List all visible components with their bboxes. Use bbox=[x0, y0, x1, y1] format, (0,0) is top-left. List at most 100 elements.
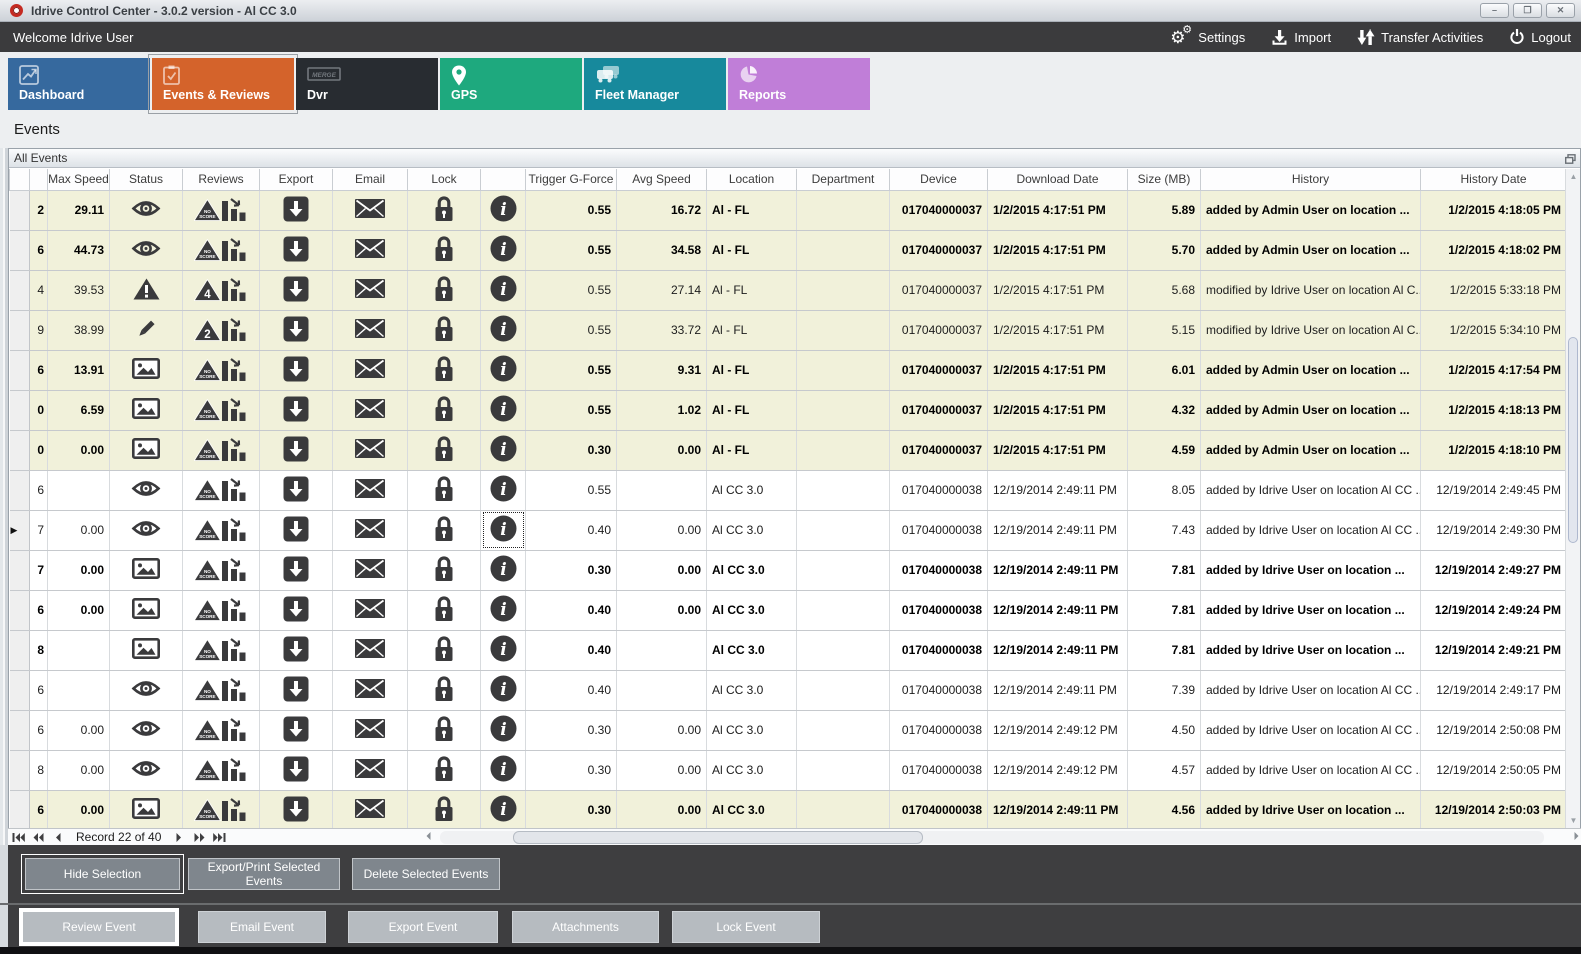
cell-export[interactable] bbox=[259, 310, 333, 351]
tab-fleet-manager[interactable]: Fleet Manager bbox=[584, 58, 726, 110]
cell-email[interactable] bbox=[332, 550, 408, 591]
cell-email[interactable] bbox=[332, 630, 408, 671]
delete-selected-button[interactable]: Delete Selected Events bbox=[352, 858, 500, 890]
cell-reviews[interactable]: 4 bbox=[182, 270, 260, 311]
event-row[interactable]: 8 NO SCORE i 0.40 Al CC 3.0 017040000038 12/19/… bbox=[9, 630, 1565, 671]
event-row[interactable]: 0 6.59 NO SCORE i 0.55 1.02 Al - FL 017040000037… bbox=[9, 390, 1565, 431]
cell-export[interactable] bbox=[259, 270, 333, 311]
event-row[interactable]: 7 0.00 NO SCORE i 0.30 0.00 Al CC 3.0 0170400000… bbox=[9, 550, 1565, 591]
horizontal-scroll-thumb[interactable] bbox=[513, 831, 923, 844]
cell-lock[interactable] bbox=[407, 430, 481, 471]
cell-reviews[interactable]: NO SCORE bbox=[182, 230, 260, 271]
cell-reviews[interactable]: NO SCORE bbox=[182, 350, 260, 391]
event-row[interactable]: 9 38.99 2 i 0.55 33.72 Al - FL 017040000037 1/2/… bbox=[9, 310, 1565, 351]
cell-export[interactable] bbox=[259, 230, 333, 271]
event-row[interactable]: 6 0.00 NO SCORE i 0.40 0.00 Al CC 3.0 0170400000… bbox=[9, 590, 1565, 631]
cell-export[interactable] bbox=[259, 510, 333, 551]
column-header-device[interactable]: Device bbox=[889, 169, 988, 191]
cell-reviews[interactable]: NO SCORE bbox=[182, 710, 260, 751]
minimize-button[interactable]: – bbox=[1480, 3, 1509, 18]
tab-gps[interactable]: GPS bbox=[440, 58, 582, 110]
next-record-button[interactable] bbox=[169, 829, 189, 845]
cell-email[interactable] bbox=[332, 510, 408, 551]
event-row[interactable]: 4 39.53 4 i 0.55 27.14 Al - FL 017040000037 1/2/… bbox=[9, 270, 1565, 311]
column-header-email[interactable]: Email bbox=[332, 169, 408, 191]
hscroll-right-icon[interactable] bbox=[1574, 831, 1579, 843]
tab-reports[interactable]: Reports bbox=[728, 58, 870, 110]
hscroll-left-icon[interactable] bbox=[426, 831, 431, 843]
column-header-history[interactable]: History bbox=[1200, 169, 1421, 191]
cell-email[interactable] bbox=[332, 350, 408, 391]
cell-info[interactable]: i bbox=[480, 750, 526, 791]
cell-info[interactable]: i bbox=[480, 550, 526, 591]
cell-info[interactable]: i bbox=[480, 350, 526, 391]
cell-lock[interactable] bbox=[407, 710, 481, 751]
column-header-trigger-g-force[interactable]: Trigger G-Force bbox=[525, 169, 617, 191]
cell-export[interactable] bbox=[259, 470, 333, 511]
column-header-location[interactable]: Location bbox=[706, 169, 797, 191]
cell-reviews[interactable]: NO SCORE bbox=[182, 790, 260, 828]
cell-info[interactable]: i bbox=[480, 470, 526, 511]
cell-info[interactable]: i bbox=[480, 310, 526, 351]
tab-events-reviews[interactable]: Events & Reviews bbox=[148, 54, 298, 114]
column-header-department[interactable]: Department bbox=[796, 169, 890, 191]
scroll-up-icon[interactable]: ▲ bbox=[1569, 172, 1578, 181]
column-header-max-speed[interactable]: Max Speed bbox=[47, 169, 110, 191]
export-event-button[interactable]: Export Event bbox=[348, 911, 498, 943]
cell-email[interactable] bbox=[332, 430, 408, 471]
cell-reviews[interactable]: NO SCORE bbox=[182, 590, 260, 631]
column-header-info[interactable] bbox=[480, 169, 526, 191]
cell-lock[interactable] bbox=[407, 630, 481, 671]
cell-lock[interactable] bbox=[407, 230, 481, 271]
transfer-action[interactable]: Transfer Activities bbox=[1357, 28, 1483, 46]
cell-export[interactable] bbox=[259, 550, 333, 591]
last-record-button[interactable] bbox=[209, 829, 229, 845]
cell-export[interactable] bbox=[259, 190, 333, 231]
email-event-button[interactable]: Email Event bbox=[198, 911, 326, 943]
column-header-download-date[interactable]: Download Date bbox=[987, 169, 1128, 191]
cell-email[interactable] bbox=[332, 390, 408, 431]
cell-email[interactable] bbox=[332, 670, 408, 711]
cell-export[interactable] bbox=[259, 350, 333, 391]
event-row[interactable]: 6 NO SCORE i 0.55 Al CC 3.0 017040000038 12/19/… bbox=[9, 470, 1565, 511]
cell-export[interactable] bbox=[259, 790, 333, 828]
cell-reviews[interactable]: NO SCORE bbox=[182, 470, 260, 511]
maximize-button[interactable]: ❒ bbox=[1513, 3, 1542, 18]
event-row[interactable]: 0 0.00 NO SCORE i 0.30 0.00 Al - FL 017040000037… bbox=[9, 430, 1565, 471]
cell-info[interactable]: i bbox=[480, 390, 526, 431]
cell-export[interactable] bbox=[259, 710, 333, 751]
cell-lock[interactable] bbox=[407, 510, 481, 551]
cell-info[interactable]: i bbox=[480, 230, 526, 271]
tab-dashboard[interactable]: Dashboard bbox=[8, 58, 150, 110]
cell-lock[interactable] bbox=[407, 350, 481, 391]
event-row[interactable]: 2 29.11 NO SCORE i 0.55 16.72 Al - FL 0170400000… bbox=[9, 190, 1565, 231]
lock-event-button[interactable]: Lock Event bbox=[672, 911, 820, 943]
cell-info[interactable]: i bbox=[480, 630, 526, 671]
cell-email[interactable] bbox=[332, 710, 408, 751]
cell-lock[interactable] bbox=[407, 550, 481, 591]
event-row[interactable]: 6 NO SCORE i 0.40 Al CC 3.0 017040000038 12/19/… bbox=[9, 670, 1565, 711]
column-header-size-mb[interactable]: Size (MB) bbox=[1127, 169, 1201, 191]
export-print-selected-button[interactable]: Export/Print Selected Events bbox=[188, 858, 340, 890]
cell-email[interactable] bbox=[332, 230, 408, 271]
attachments-button[interactable]: Attachments bbox=[512, 911, 659, 943]
cell-lock[interactable] bbox=[407, 470, 481, 511]
vertical-scrollbar[interactable]: ▲ ▼ bbox=[1565, 169, 1580, 828]
close-button[interactable]: ✕ bbox=[1546, 3, 1575, 18]
tab-dvr[interactable]: MERGE Dvr bbox=[296, 58, 438, 110]
cell-reviews[interactable]: NO SCORE bbox=[182, 430, 260, 471]
cell-email[interactable] bbox=[332, 270, 408, 311]
settings-action[interactable]: ⚙ ⚙ Settings bbox=[1170, 25, 1245, 47]
cell-info[interactable]: i bbox=[480, 670, 526, 711]
event-row[interactable]: 6 13.91 NO SCORE i 0.55 9.31 Al - FL 01704000003… bbox=[9, 350, 1565, 391]
cell-info[interactable]: i bbox=[480, 590, 526, 631]
cell-export[interactable] bbox=[259, 750, 333, 791]
fast-next-button[interactable] bbox=[189, 829, 209, 845]
cell-email[interactable] bbox=[332, 750, 408, 791]
cell-export[interactable] bbox=[259, 590, 333, 631]
cell-info[interactable]: i bbox=[480, 270, 526, 311]
prev-record-button[interactable] bbox=[48, 829, 68, 845]
first-record-button[interactable] bbox=[8, 829, 28, 845]
cell-lock[interactable] bbox=[407, 750, 481, 791]
cell-export[interactable] bbox=[259, 670, 333, 711]
